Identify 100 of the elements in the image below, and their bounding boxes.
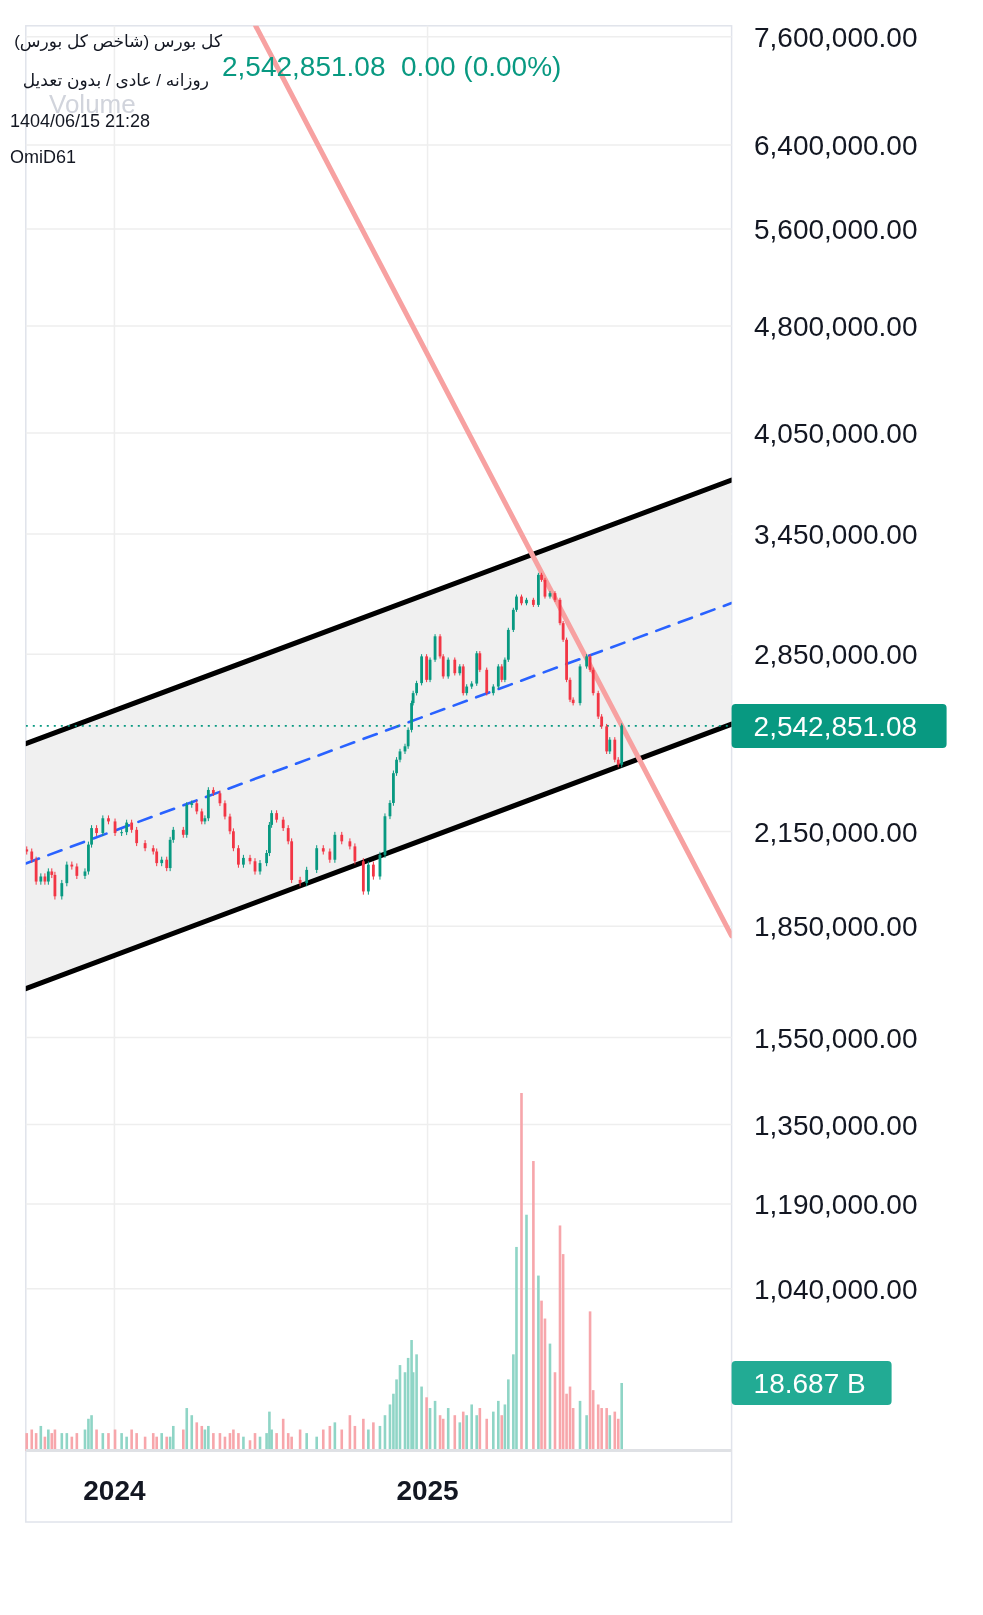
candlestick: [613, 736, 617, 763]
y-tick-label: 1,350,000.00: [754, 1109, 918, 1141]
bar: [507, 1379, 510, 1451]
y-tick-label: 1,040,000.00: [754, 1273, 918, 1305]
bar: [200, 1425, 204, 1451]
annotation: 2,542,851.08 0.00 (0.00%): [222, 51, 562, 82]
y-tick-label: 4,050,000.00: [754, 417, 918, 449]
bar: [237, 1433, 240, 1451]
candlestick: [485, 667, 489, 696]
bar: [415, 1354, 418, 1451]
y-tick-label: 4,800,000.00: [754, 311, 918, 342]
candlestick: [135, 826, 139, 847]
bar: [290, 1436, 293, 1451]
bar: [87, 1418, 90, 1451]
bar: [605, 1408, 608, 1451]
y-tick-label: 1,190,000.00: [754, 1188, 918, 1220]
candlestick: [371, 861, 375, 881]
candlestick: [65, 861, 69, 887]
bar: [608, 1415, 612, 1451]
bar: [470, 1404, 473, 1451]
candlestick: [237, 844, 240, 869]
chart-title: کل بورس (شاخص کل بورس): [14, 32, 223, 51]
y-tick-label: 2,850,000.00: [754, 639, 918, 671]
bar: [453, 1415, 457, 1451]
bar: [232, 1429, 235, 1451]
annotation: OmiD61: [10, 147, 77, 167]
bar: [515, 1246, 518, 1451]
bar: [130, 1429, 133, 1451]
text: 18.687 B: [753, 1367, 866, 1399]
bar: [420, 1386, 423, 1451]
bar: [315, 1436, 318, 1451]
bar: [600, 1408, 603, 1451]
bar: [362, 1418, 365, 1451]
bar: [95, 1429, 98, 1451]
bar: [446, 1408, 450, 1451]
bar: [475, 1415, 479, 1451]
bar: [485, 1418, 489, 1451]
bar: [425, 1397, 428, 1451]
bar: [465, 1415, 468, 1451]
bar: [135, 1433, 138, 1451]
candlestick: [446, 656, 450, 680]
bar: [90, 1415, 93, 1451]
bar: [151, 1433, 155, 1451]
bar: [367, 1429, 370, 1451]
candlestick: [143, 839, 147, 852]
candlestick: [348, 837, 352, 850]
candlestick: [496, 663, 500, 690]
bar: [182, 1429, 185, 1451]
bar: [125, 1436, 128, 1451]
bar: [30, 1429, 34, 1451]
bar: [50, 1433, 54, 1451]
bar: [190, 1415, 194, 1451]
bar: [305, 1433, 308, 1451]
candlestick: [101, 814, 105, 837]
ref-line-label: 2,542,851.08: [753, 710, 918, 742]
bar: [525, 1214, 528, 1451]
bar: [520, 1093, 523, 1451]
candlestick: [34, 856, 38, 886]
bar: [242, 1436, 245, 1451]
bar: [500, 1415, 504, 1451]
bar: [195, 1422, 199, 1451]
bar: [160, 1433, 163, 1451]
y-tick-label: 3,450,000.00: [754, 518, 918, 550]
candlestick: [60, 879, 64, 901]
y-tick-label: 1,550,000.00: [754, 1022, 918, 1054]
candlestick: [478, 650, 482, 673]
bar: [120, 1433, 123, 1451]
y-tick-label: 1,850,000.00: [754, 911, 918, 943]
candlestick: [425, 653, 429, 683]
bar: [212, 1433, 215, 1451]
bar: [497, 1400, 500, 1451]
y-tick-label: 7,600,000.00: [754, 21, 918, 53]
bar: [155, 1436, 158, 1451]
candlestick: [315, 844, 319, 874]
bar: [185, 1408, 189, 1451]
text: روزانه / عادی / بدون تعدیل: [22, 71, 209, 90]
bar: [532, 1161, 535, 1451]
bar: [25, 1433, 29, 1451]
bar: [492, 1411, 495, 1451]
y-tick-label: 6,400,000.00: [754, 129, 918, 161]
bar: [268, 1411, 271, 1451]
bar: [47, 1429, 50, 1451]
x-tick-label: 2025: [396, 1475, 459, 1506]
bar: [340, 1429, 344, 1451]
bar: [321, 1429, 325, 1451]
y-tick-label: 2,150,000.00: [754, 816, 918, 848]
candlestick: [305, 866, 309, 887]
bar: [461, 1411, 465, 1451]
bar: [275, 1433, 278, 1451]
bar: [286, 1433, 290, 1451]
bar: [171, 1425, 175, 1451]
bar: [596, 1404, 600, 1451]
bar: [107, 1433, 110, 1451]
bar: [540, 1300, 543, 1451]
y-tick-label: 5,600,000.00: [754, 213, 918, 245]
bar: [620, 1382, 623, 1451]
candlestick: [298, 876, 302, 887]
bar: [585, 1415, 588, 1451]
bar: [372, 1422, 375, 1451]
candlestick: [453, 656, 457, 676]
